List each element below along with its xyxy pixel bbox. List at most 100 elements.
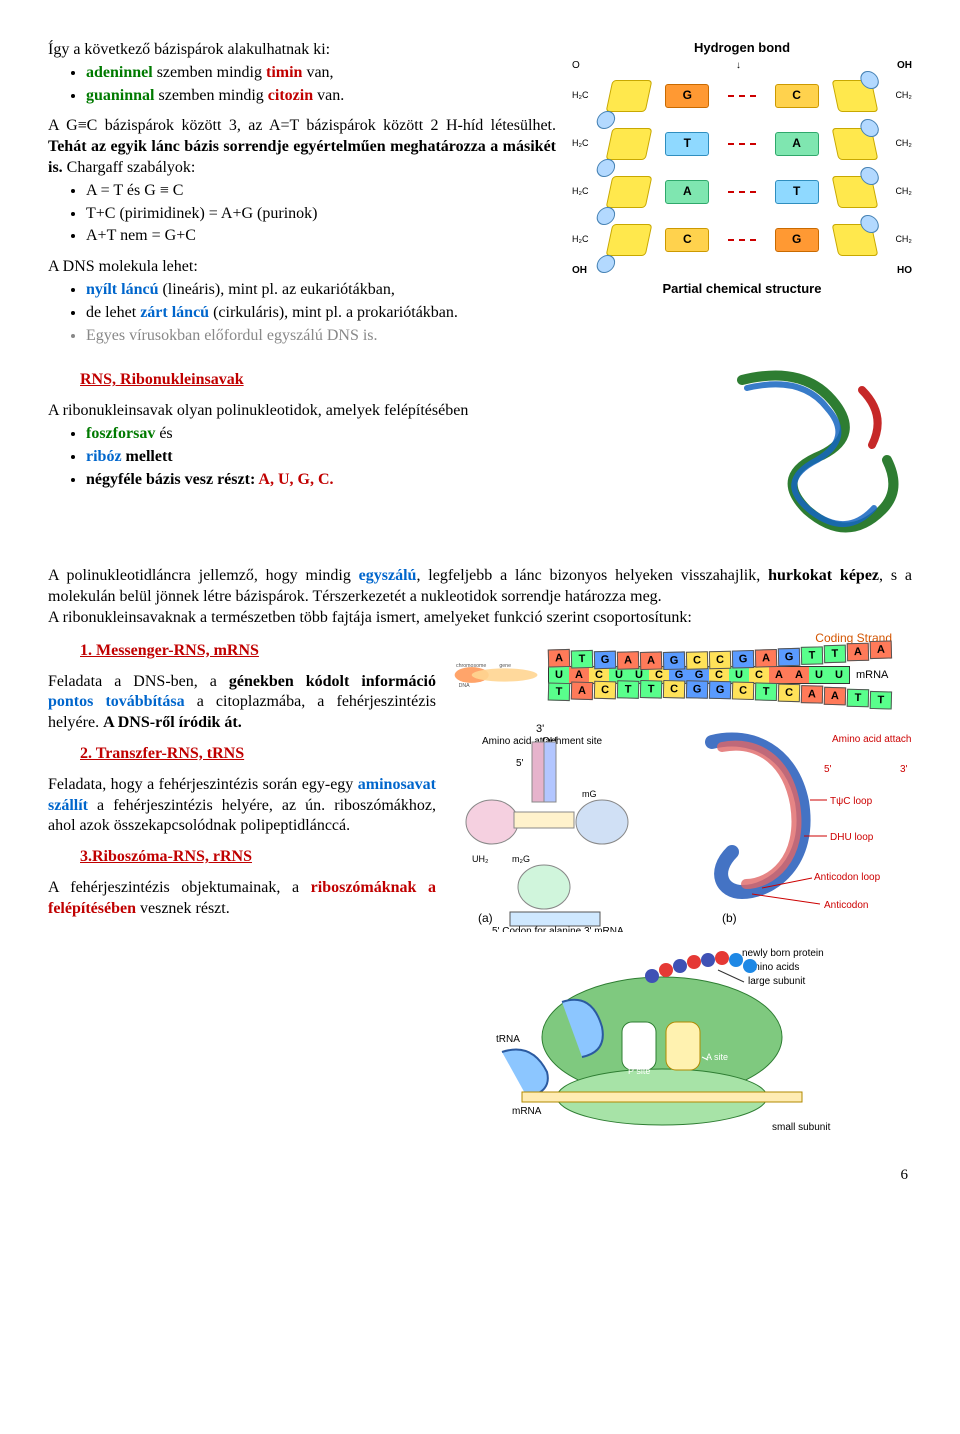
nucleotide: G (663, 652, 685, 671)
svg-text:3': 3' (536, 723, 544, 735)
nucleotide: A (789, 667, 809, 683)
svg-text:m₂G: m₂G (512, 854, 530, 864)
chromosome-icon: chromosome gene DNA (452, 653, 544, 697)
p5-1: A polinukleotidláncra jellemző, hogy min… (48, 566, 912, 608)
basepair-item-at: adeninnel szemben mindig timin van, (86, 63, 556, 84)
svg-text:gene: gene (499, 663, 511, 669)
svg-text:tRNA: tRNA (496, 1034, 520, 1045)
svg-text:DHU loop: DHU loop (830, 832, 874, 843)
rns-text-column: RNS, Ribonukleinsavak A ribonukleinsavak… (48, 360, 696, 500)
svg-text:5' Codon for alanine 3' mRNA: 5' Codon for alanine 3' mRNA (492, 926, 624, 932)
dna-form-3: Egyes vírusokban előfordul egyszálú DNS … (86, 326, 556, 347)
mrna-text-column: 1. Messenger-RNS, mRNS Feladata a DNS-be… (48, 631, 436, 920)
chargaff-list: A = T és G ≡ C T+C (pirimidinek) = A+G (… (48, 181, 556, 247)
p-mrna: Feladata a DNS-ben, a génekben kódolt in… (48, 672, 436, 734)
nucleotide: C (594, 681, 616, 700)
svg-text:(b): (b) (722, 911, 737, 925)
nucleotide: A (870, 641, 892, 660)
chargaff-2: T+C (pirimidinek) = A+G (purinok) (86, 204, 556, 225)
svg-text:TψC loop: TψC loop (830, 796, 873, 807)
section-mrna: 1. Messenger-RNS, mRNS Feladata a DNS-be… (48, 631, 912, 1137)
rna-comp-2: ribóz mellett (86, 447, 696, 468)
nucleotide: T (755, 683, 777, 702)
dna-row: H₂CTACH₂ (572, 120, 912, 168)
intro-line: Így a következő bázispárok alakulhatnak … (48, 40, 556, 61)
nucleotide: G (594, 651, 616, 670)
svg-text:chromosome: chromosome (456, 663, 486, 669)
coding-strand-label: Coding Strand (452, 631, 892, 647)
nucleotide: C (663, 680, 685, 699)
dna-form-2: de lehet zárt láncú (cirkuláris), mint p… (86, 303, 556, 324)
p5-2: A ribonukleinsavaknak a természetben töb… (48, 608, 912, 629)
dna-row: H₂CATCH₂ (572, 168, 912, 216)
sugar-right (832, 80, 879, 112)
phosphate-icon (859, 167, 881, 185)
figure-trna: (a) 3' OH Amino acid attachment site 5' … (452, 712, 912, 936)
chargaff-1: A = T és G ≡ C (86, 181, 556, 202)
nucleotide: A (769, 667, 789, 683)
dna-caption: Partial chemical structure (572, 281, 912, 298)
sugar-left (605, 176, 652, 208)
base-T: T (775, 180, 819, 204)
nucleotide: A (801, 685, 823, 704)
nucleotide: G (686, 681, 708, 700)
svg-text:Amino acid attachment: Amino acid attachment (832, 734, 912, 745)
mrna-label: mRNA (856, 668, 888, 682)
dna-rows: H₂CGCCH₂H₂CTACH₂H₂CATCH₂H₂CCGCH₂ (572, 72, 912, 264)
phosphate-icon (859, 215, 881, 233)
p-trna: Feladata, hogy a fehérjeszintézis során … (48, 775, 436, 837)
base-G: G (665, 84, 709, 108)
heading-mrna: 1. Messenger-RNS, mRNS (80, 641, 436, 662)
nucleotide: T (801, 647, 823, 666)
top-text-column: Így a következő bázispárok alakulhatnak … (48, 40, 556, 356)
section-rns: RNS, Ribonukleinsavak A ribonukleinsavak… (48, 360, 912, 560)
nucleotide: C (709, 651, 731, 670)
svg-text:mRNA: mRNA (512, 1106, 542, 1117)
nucleotide: C (778, 684, 800, 703)
phosphate-icon (859, 71, 881, 89)
nucleotide: A (571, 682, 593, 701)
nucleotide: U (829, 667, 849, 683)
nucleotide: T (824, 645, 846, 664)
svg-text:small subunit: small subunit (772, 1122, 831, 1132)
basepair-list: adeninnel szemben mindig timin van, guan… (48, 63, 556, 107)
figure-dna-structure: Hydrogen bond O ↓ OH H₂CGCCH₂H₂CTACH₂H₂C… (572, 40, 912, 298)
svg-text:Anticodon loop: Anticodon loop (814, 872, 881, 883)
svg-text:P site: P site (628, 1066, 650, 1076)
base-T: T (665, 132, 709, 156)
svg-text:DNA: DNA (459, 683, 471, 689)
nucleotide: T (548, 683, 570, 702)
nucleotide: G (732, 650, 754, 669)
svg-text:A site: A site (706, 1052, 728, 1062)
nucleotide: A (755, 649, 777, 668)
sugar-right (832, 224, 879, 256)
nucleotide: A (548, 649, 570, 668)
nucleotide: G (778, 648, 800, 667)
nucleotide: C (686, 652, 708, 671)
base-A: A (775, 132, 819, 156)
p2: A G≡C bázispárok között 3, az A=T bázisp… (48, 116, 556, 178)
hydrogen-bond-icon (728, 239, 756, 241)
sugar-left (605, 80, 652, 112)
heading-rrna: 3.Riboszóma-RNS, rRNS (80, 847, 436, 868)
nucleotide: T (617, 681, 639, 700)
right-figures-column: Coding Strand chromosome gene DNA ATGAAG… (452, 631, 912, 1137)
page-number: 6 (48, 1166, 912, 1186)
dna-row: H₂CGCCH₂ (572, 72, 912, 120)
hydrogen-bond-icon (728, 191, 756, 193)
hydrogen-bond-icon (728, 143, 756, 145)
sugar-right (832, 176, 879, 208)
heading-trna: 2. Transzfer-RNS, tRNS (80, 744, 436, 765)
base-C: C (665, 228, 709, 252)
svg-text:5': 5' (824, 764, 832, 775)
nucleotide: T (640, 680, 662, 699)
sugar-right (832, 128, 879, 160)
svg-text:newly born protein: newly born protein (742, 948, 824, 959)
nucleotide: T (571, 650, 593, 669)
chargaff-3: A+T nem = G+C (86, 226, 556, 247)
rna-components-list: foszforsav és ribóz mellett négyféle báz… (48, 424, 696, 490)
base-G: G (775, 228, 819, 252)
svg-text:5': 5' (516, 758, 524, 769)
rna-comp-1: foszforsav és (86, 424, 696, 445)
nucleotide: T (847, 689, 869, 708)
